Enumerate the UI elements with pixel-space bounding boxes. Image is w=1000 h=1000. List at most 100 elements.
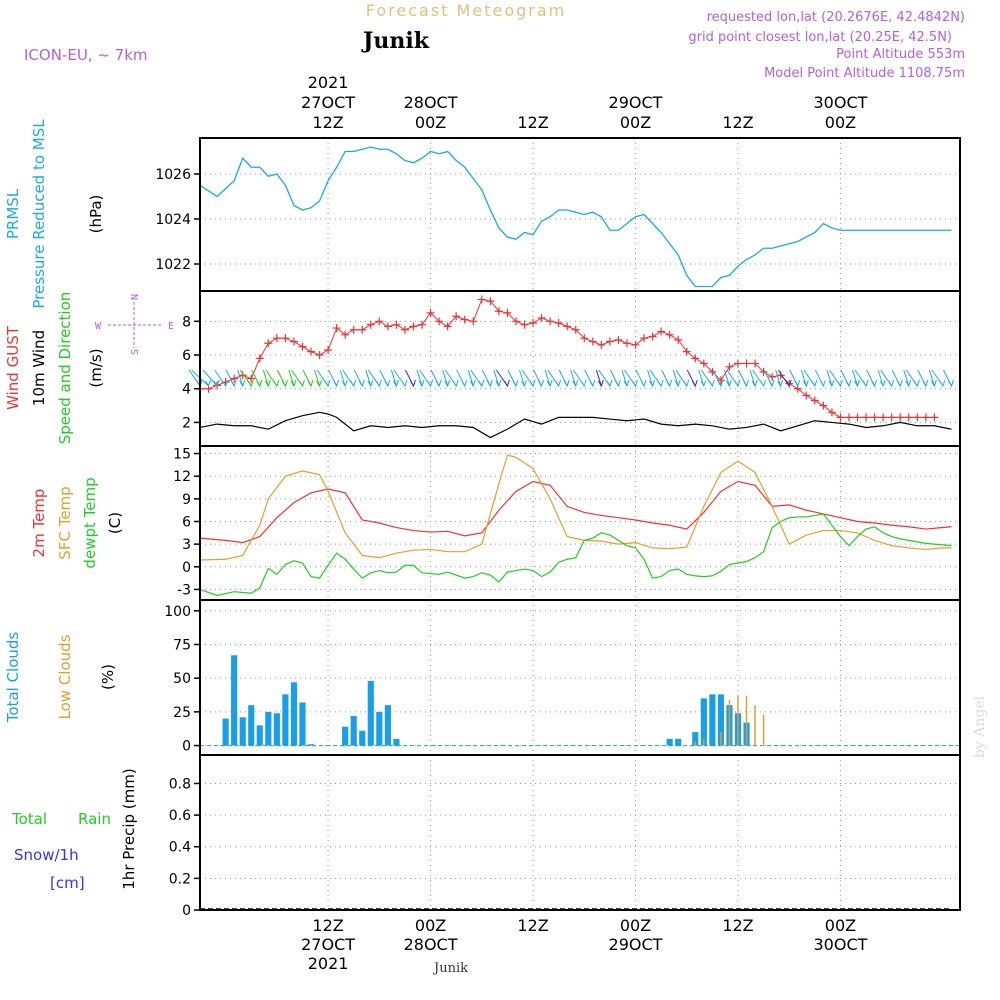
wind-arrow-head — [777, 379, 784, 388]
wind-arrow-head — [649, 379, 656, 388]
wind-arrow-head — [606, 379, 613, 388]
wind-arrow-head — [538, 379, 545, 388]
gust-point — [469, 317, 478, 326]
wind-compass: N S W E — [95, 294, 174, 355]
model-altitude: Model Point Altitude 1108.75m — [764, 66, 965, 81]
wind-arrow-head — [281, 379, 288, 388]
time-label-bottom: 28OCT — [404, 935, 458, 954]
panel-label-cloud: (%) — [99, 664, 117, 690]
panel-4-ytick-label: 0 — [182, 739, 191, 755]
wind-arrow-head — [503, 379, 510, 388]
gust-point — [819, 401, 828, 410]
panel-label-temp: 2m Temp — [30, 489, 48, 558]
gust-point — [511, 317, 520, 326]
legend-unit: [cm] — [50, 874, 85, 892]
time-label-top: 12Z — [517, 113, 548, 132]
panel-label-pressure: (hPa) — [87, 195, 105, 234]
wind-arrow — [672, 369, 679, 387]
wind-arrow-head — [717, 379, 724, 388]
panel-label-wind: Wind GUST — [4, 325, 22, 410]
wind-arrow-head — [350, 379, 357, 388]
wind-arrow-head — [444, 379, 451, 388]
total-cloud-bar — [376, 711, 383, 746]
low-cloud-bar — [754, 705, 756, 746]
time-label-bottom: 00Z — [825, 916, 856, 935]
wind-arrow — [928, 369, 935, 387]
wind-arrow-head — [247, 379, 254, 388]
panel-4-frame — [199, 599, 961, 756]
wind-arrow-head — [555, 379, 562, 388]
gust-point — [298, 342, 307, 351]
total-cloud-bar — [709, 694, 716, 746]
wind-arrow — [339, 369, 346, 387]
total-cloud-bar — [675, 738, 682, 746]
total-cloud-bar — [248, 705, 255, 746]
total-cloud-bar — [692, 732, 699, 746]
compass-north: N — [130, 294, 141, 300]
gust-point — [238, 371, 247, 380]
wind-arrow-head — [205, 379, 212, 388]
wind-arrow — [262, 369, 269, 387]
gust-point — [281, 334, 290, 343]
wind-arrow-head — [871, 379, 878, 388]
wind-arrow-head — [239, 379, 246, 388]
gust-point — [554, 319, 563, 328]
time-label-bottom: 29OCT — [609, 935, 663, 954]
wind-arrow — [775, 369, 782, 387]
sfc-temp-line — [199, 454, 952, 561]
wind-arrow-head — [623, 379, 630, 388]
wind-arrow-head — [273, 379, 280, 388]
wind-arrow-head — [819, 379, 826, 388]
gust-point — [529, 319, 538, 328]
precip-legend: Total Rain Snow/1h [cm] — [11, 810, 111, 892]
wind-arrow-head — [905, 379, 912, 388]
wind-arrow-head — [427, 379, 434, 388]
total-cloud-bar — [290, 682, 298, 746]
gust-point — [631, 340, 640, 349]
panel-3-ytick-label: 9 — [182, 492, 191, 508]
wind-arrow-head — [751, 379, 758, 388]
gust-point — [341, 330, 350, 339]
wind-arrow — [467, 369, 474, 387]
gust-point — [674, 335, 683, 344]
wind-arrow-head — [674, 379, 681, 388]
requested-point: requested lon,lat (20.2676E, 42.4842N) — [707, 10, 965, 25]
wind-arrow-head — [290, 379, 297, 388]
wind-arrow-head — [922, 379, 929, 388]
gust-point — [682, 347, 691, 356]
panel-label-cloud: Total Clouds — [4, 632, 22, 724]
gust-point — [862, 413, 871, 422]
time-label-bottom: 12Z — [722, 916, 753, 935]
total-cloud-bar — [384, 705, 391, 746]
panel-3-ytick-label: 3 — [182, 537, 191, 553]
wind-arrow-head — [367, 379, 374, 388]
total-cloud-bar — [307, 744, 315, 746]
low-cloud-bar — [728, 699, 731, 746]
wind-arrow — [493, 369, 500, 387]
wind-arrow-head — [307, 379, 314, 388]
time-label-bottom: 00Z — [620, 916, 651, 935]
wind-arrow-head — [913, 379, 920, 388]
gust-point — [289, 337, 298, 346]
axis-layer: 1022 1024 1026 2 4 6 8 -3 0 3 6 9 12 15 0 25 50 75 100 0 0.2… — [155, 73, 867, 973]
low-cloud-bar — [762, 714, 765, 746]
total-cloud-bar — [393, 738, 400, 746]
panel-4-ytick-label: 50 — [173, 671, 191, 687]
gust-point — [742, 359, 751, 368]
wind-arrow-head — [879, 379, 886, 388]
wind-arrow-head — [845, 379, 852, 388]
wind-arrow-head — [213, 379, 220, 388]
gust-point — [640, 334, 649, 343]
wind-arrow-head — [572, 379, 579, 388]
wind-arrow-head — [392, 379, 399, 388]
wind-arrow-head — [324, 379, 331, 388]
gust-point — [230, 374, 239, 383]
gust-point — [725, 362, 734, 371]
gust-point — [571, 325, 580, 334]
wind-speed-line — [199, 411, 952, 439]
panel-3-ytick-label: 6 — [182, 514, 191, 530]
wind-arrow-head — [785, 379, 792, 388]
gust-point — [537, 313, 546, 322]
panel-4-ytick-label: 25 — [173, 705, 191, 721]
wind-arrow — [365, 369, 372, 387]
